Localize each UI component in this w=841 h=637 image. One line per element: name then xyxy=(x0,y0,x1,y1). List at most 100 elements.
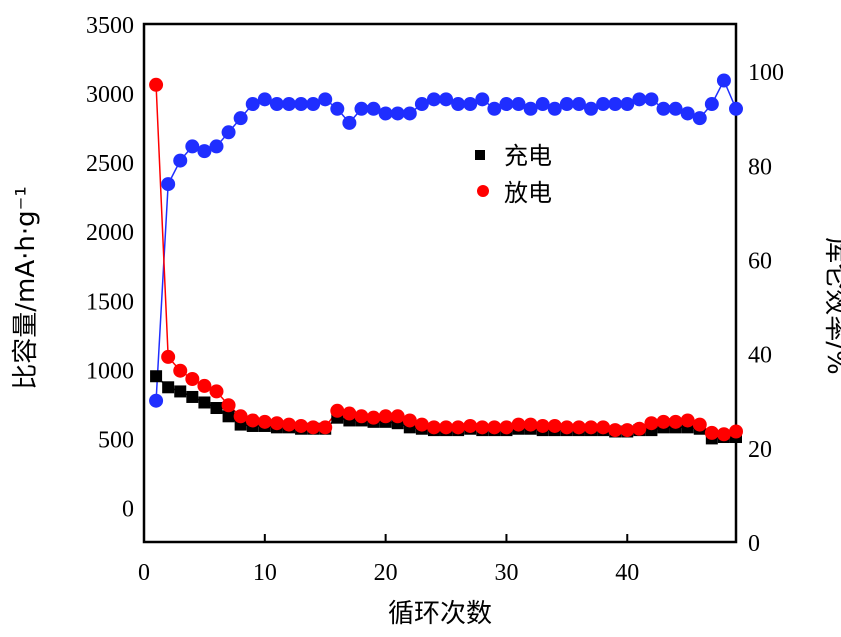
y-right-tick-label: 20 xyxy=(748,437,772,463)
efficiency-point xyxy=(596,97,611,112)
discharge-point xyxy=(487,420,502,435)
x-tick-label: 0 xyxy=(138,560,150,586)
discharge-point xyxy=(680,413,695,428)
efficiency-point xyxy=(439,92,454,107)
discharge-point xyxy=(475,420,490,435)
efficiency-point xyxy=(269,97,284,112)
discharge-point xyxy=(668,414,683,429)
y-left-tick-label: 2500 xyxy=(86,151,134,177)
discharge-point xyxy=(221,398,236,413)
efficiency-point xyxy=(620,97,635,112)
efficiency-point xyxy=(366,101,381,116)
discharge-point xyxy=(632,421,647,436)
charge-point xyxy=(186,390,199,403)
discharge-point xyxy=(499,420,514,435)
efficiency-point xyxy=(475,92,490,107)
y-right-tick-label: 80 xyxy=(748,154,772,180)
y-left-tick-label: 3000 xyxy=(86,82,134,108)
efficiency-point xyxy=(173,153,188,168)
efficiency-point xyxy=(487,101,502,116)
efficiency-point xyxy=(451,97,466,112)
y-right-tick-label: 0 xyxy=(748,531,760,557)
plot-frame xyxy=(142,22,738,544)
efficiency-point xyxy=(571,97,586,112)
discharge-point xyxy=(620,423,635,438)
efficiency-point xyxy=(209,139,224,154)
discharge-point xyxy=(523,417,538,432)
discharge-point xyxy=(209,384,224,399)
discharge-point xyxy=(197,378,212,393)
efficiency-point xyxy=(499,97,514,112)
x-tick-label: 40 xyxy=(615,560,639,586)
y-right-axis-label: 库仑效率/% xyxy=(821,237,841,374)
efficiency-point xyxy=(306,97,321,112)
efficiency-point xyxy=(668,101,683,116)
discharge-point xyxy=(173,363,188,378)
efficiency-point xyxy=(547,101,562,116)
discharge-point xyxy=(584,420,599,435)
efficiency-point xyxy=(342,115,357,130)
efficiency-point xyxy=(149,393,164,408)
discharge-point xyxy=(306,420,321,435)
discharge-point xyxy=(414,417,429,432)
legend-charge-label: 充电 xyxy=(504,142,552,170)
efficiency-point xyxy=(233,111,248,126)
y-left-tick-label: 3500 xyxy=(86,13,134,39)
ticks: 0 10 20 30 40 0 500 1000 1500 2000 2500 3000 3500 0 20… xyxy=(86,13,784,586)
discharge-point xyxy=(571,420,586,435)
y-left-tick-label: 0 xyxy=(122,496,134,522)
data-points xyxy=(149,73,743,445)
efficiency-point xyxy=(463,97,478,112)
efficiency-point xyxy=(692,111,707,126)
efficiency-point xyxy=(402,106,417,121)
discharge-point xyxy=(378,409,393,424)
efficiency-point xyxy=(716,73,731,88)
y-left-tick-label: 2000 xyxy=(86,220,134,246)
discharge-point xyxy=(294,418,309,433)
efficiency-point xyxy=(161,177,176,192)
y-right-tick-label: 40 xyxy=(748,343,772,369)
x-tick-label: 30 xyxy=(494,560,518,586)
charge-point xyxy=(198,396,211,409)
charge-point xyxy=(210,402,223,415)
efficiency-point xyxy=(185,139,200,154)
x-tick-label: 20 xyxy=(374,560,398,586)
efficiency-point xyxy=(294,97,309,112)
efficiency-point xyxy=(318,92,333,107)
discharge-point xyxy=(463,418,478,433)
discharge-point xyxy=(596,420,611,435)
discharge-point xyxy=(692,417,707,432)
efficiency-point xyxy=(632,92,647,107)
efficiency-point xyxy=(414,97,429,112)
discharge-point xyxy=(185,372,200,387)
discharge-point xyxy=(402,413,417,428)
efficiency-point xyxy=(354,101,369,116)
discharge-point xyxy=(149,77,164,92)
efficiency-point xyxy=(511,97,526,112)
discharge-point xyxy=(318,420,333,435)
y-left-axis-label: 比容量/mA·h·g⁻¹ xyxy=(11,186,41,390)
efficiency-point xyxy=(608,97,623,112)
discharge-point xyxy=(233,409,248,424)
efficiency-point xyxy=(197,144,212,159)
discharge-point xyxy=(704,425,719,440)
discharge-point xyxy=(245,413,260,428)
efficiency-point xyxy=(245,97,260,112)
discharge-point xyxy=(390,409,405,424)
discharge-point xyxy=(281,417,296,432)
y-left-tick-label: 500 xyxy=(98,427,134,453)
efficiency-point xyxy=(644,92,659,107)
charge-point xyxy=(222,410,235,423)
discharge-point xyxy=(161,349,176,364)
discharge-point xyxy=(330,403,345,418)
efficiency-point xyxy=(523,101,538,116)
legend-charge-marker xyxy=(475,150,485,160)
discharge-point xyxy=(608,423,623,438)
y-right-tick-label: 100 xyxy=(748,60,784,86)
discharge-point xyxy=(656,414,671,429)
efficiency-point xyxy=(390,106,405,121)
legend: 充电 放电 xyxy=(475,142,552,207)
efficiency-point xyxy=(257,92,272,107)
y-left-tick-label: 1000 xyxy=(86,358,134,384)
efficiency-point xyxy=(535,97,550,112)
